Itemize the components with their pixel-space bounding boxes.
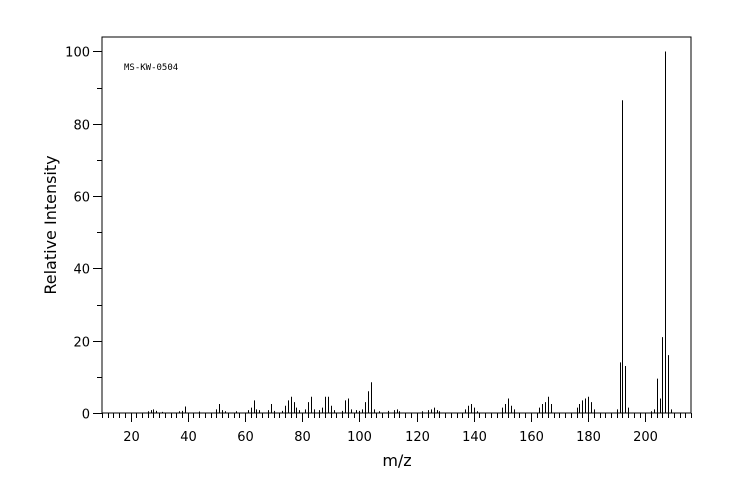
y-axis-title: Relative Intensity xyxy=(41,155,60,294)
x-tick-label: 80 xyxy=(294,430,311,445)
y-tick-label: 60 xyxy=(73,191,90,206)
x-tick-label: 60 xyxy=(237,430,254,445)
x-tick-label: 180 xyxy=(576,430,601,445)
x-axis-title: m/z xyxy=(382,451,411,470)
y-tick-label: 0 xyxy=(82,408,90,423)
x-tick-label: 140 xyxy=(462,430,487,445)
x-axis-ticks: 20 40 60 80 100 120 140 160 180 200 xyxy=(102,413,692,445)
y-axis-ticks: 0 20 40 60 80 100 xyxy=(65,46,102,423)
x-tick-label: 100 xyxy=(347,430,372,445)
y-tick-label: 100 xyxy=(65,46,90,61)
plot-frame xyxy=(101,36,692,414)
y-tick-label: 40 xyxy=(73,263,90,278)
y-tick-label: 20 xyxy=(73,336,90,351)
x-tick-label: 20 xyxy=(123,430,140,445)
x-tick-label: 40 xyxy=(180,430,197,445)
x-tick-label: 200 xyxy=(633,430,658,445)
chart-annotation: MS-KW-0504 xyxy=(124,63,178,73)
peak-bars xyxy=(148,51,672,413)
y-tick-label: 80 xyxy=(73,119,90,134)
x-tick-label: 160 xyxy=(519,430,544,445)
x-tick-label: 120 xyxy=(405,430,430,445)
